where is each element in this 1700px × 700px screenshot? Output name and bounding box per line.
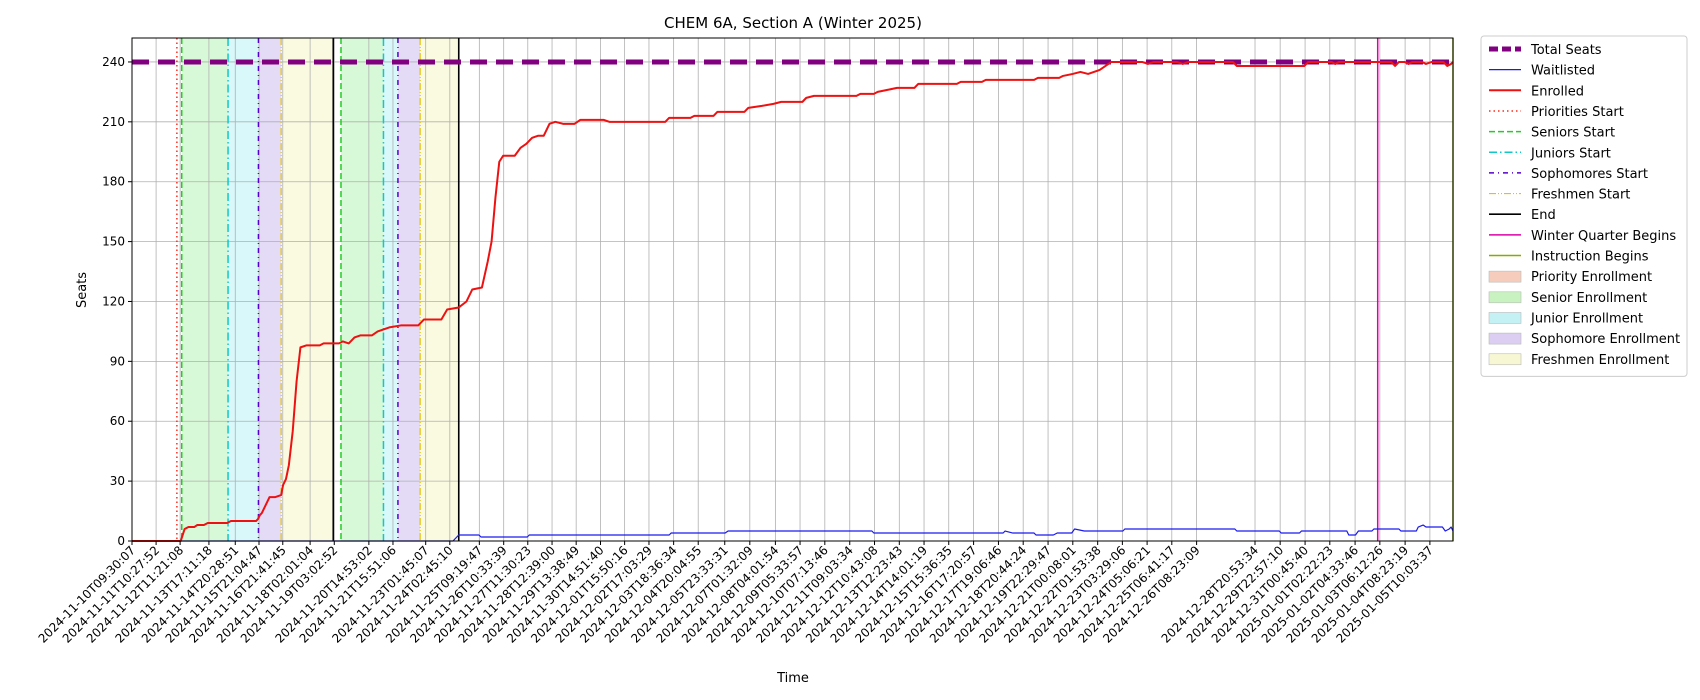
legend-label-sophomores-start: Sophomores Start: [1531, 167, 1648, 182]
series-enrolled: [132, 60, 1454, 542]
legend-swatch-freshmen-enrollment: [1488, 353, 1522, 366]
enrollment-period-bands: [181, 38, 459, 541]
legend-label-priorities-start: Priorities Start: [1531, 105, 1624, 120]
y-tick-label-0: 0: [117, 534, 125, 548]
legend-label-priority-enrollment: Priority Enrollment: [1531, 270, 1652, 285]
legend-label-enrolled: Enrolled: [1531, 84, 1584, 99]
period-band-junior-enrollment-5: [383, 38, 398, 541]
legend-label-junior-enrollment: Junior Enrollment: [1530, 311, 1643, 326]
legend-label-sophomore-enrollment: Sophomore Enrollment: [1531, 332, 1680, 347]
legend-label-end: End: [1531, 208, 1556, 223]
legend-label-senior-enrollment: Senior Enrollment: [1531, 291, 1647, 306]
period-band-senior-enrollment-4: [340, 38, 384, 541]
legend-label-winter-quarter-begins: Winter Quarter Begins: [1531, 229, 1676, 244]
y-tick-label-6: 180: [102, 175, 125, 189]
legend-label-total-seats: Total Seats: [1530, 43, 1602, 58]
legend-label-waitlisted: Waitlisted: [1531, 64, 1595, 79]
legend-label-juniors-start: Juniors Start: [1530, 146, 1611, 161]
legend-swatch-senior-enrollment: [1488, 291, 1522, 304]
legend-swatch-priority-enrollment: [1488, 270, 1522, 283]
y-tick-label-3: 90: [110, 354, 125, 368]
y-tick-label-5: 150: [102, 235, 125, 249]
y-tick-label-8: 240: [102, 55, 125, 69]
legend-label-seniors-start: Seniors Start: [1531, 126, 1615, 141]
legend: Total Seats Waitlisted Enrolled Priorities …: [1480, 35, 1688, 377]
y-axis-ticks: 0 30 60 90 120 150 180 210 240: [102, 55, 132, 548]
y-tick-label-7: 210: [102, 115, 125, 129]
legend-swatch-junior-enrollment: [1488, 312, 1522, 324]
period-band-junior-enrollment-1: [228, 38, 259, 541]
period-band-sophomore-enrollment-2: [258, 38, 282, 541]
legend-swatch-sophomore-enrollment: [1488, 332, 1522, 345]
y-axis-title: Seats: [75, 272, 90, 308]
legend-box: [1480, 35, 1688, 377]
series-waitlisted: [132, 524, 1454, 542]
x-axis-title: Time: [776, 671, 809, 686]
y-tick-label-1: 30: [110, 474, 125, 488]
period-band-sophomore-enrollment-6: [397, 38, 421, 541]
plot-frame: [131, 37, 1454, 542]
legend-label-instruction-begins: Instruction Begins: [1531, 250, 1649, 265]
chart-title: CHEM 6A, Section A (Winter 2025): [664, 14, 922, 32]
y-tick-label-2: 60: [110, 414, 125, 428]
y-tick-label-4: 120: [102, 294, 125, 308]
event-marker-lines: [176, 38, 1454, 541]
data-series: [132, 59, 1454, 542]
legend-label-freshmen-enrollment: Freshmen Enrollment: [1531, 353, 1669, 368]
legend-label-freshmen-start: Freshmen Start: [1531, 188, 1630, 203]
period-band-senior-enrollment-0: [181, 38, 229, 541]
